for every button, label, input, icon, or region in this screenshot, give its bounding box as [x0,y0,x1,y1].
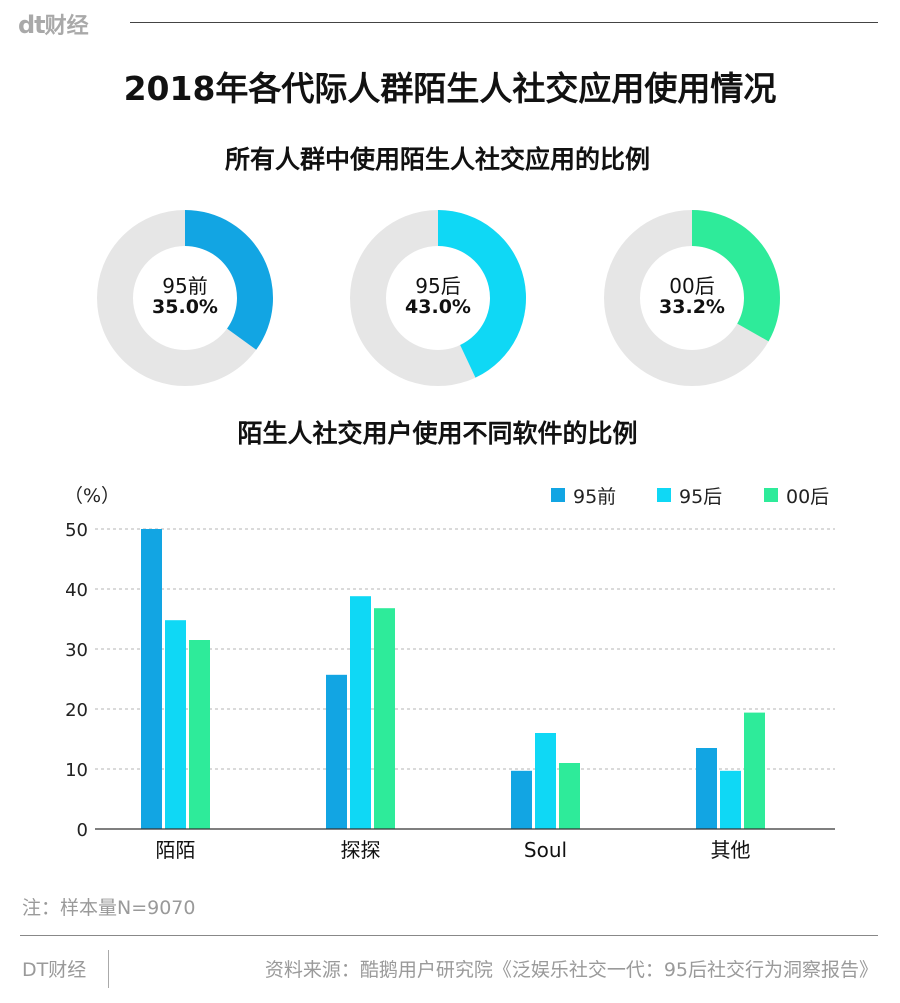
y-tick-label: 50 [65,520,88,541]
x-tick-label: 陌陌 [156,838,196,862]
logo-mark: dt [18,11,46,39]
bar [189,640,210,829]
page-title: 2018年各代际人群陌生人社交应用使用情况 [123,69,777,108]
legend-swatch [657,488,671,502]
donut-percent-label: 35.0% [152,296,218,318]
legend-swatch [551,488,565,502]
bar [141,529,162,829]
bar-chart: 0 10 20 30 40 50 陌陌 探探 Soul 其他 （%） 95前 95后 00后 [64,485,835,862]
footer-vertical-divider [108,950,109,988]
footer-divider [20,935,878,936]
bar [744,712,765,829]
y-tick-label: 20 [65,700,88,721]
y-axis-ticks: 0 10 20 30 40 50 [65,520,88,841]
y-tick-label: 0 [77,820,88,841]
bar [559,763,580,829]
y-tick-label: 10 [65,760,88,781]
legend-label: 95后 [679,486,722,508]
bars [141,529,765,829]
legend-label: 95前 [573,486,616,508]
logo-text: 财经 [44,14,89,39]
y-tick-label: 40 [65,580,88,601]
bar [511,770,532,829]
bar [720,770,741,829]
donut-slice [185,210,273,350]
x-tick-label: Soul [524,838,567,862]
footer-brand: DT财经 [22,959,87,981]
bar [165,620,186,829]
donut-generation-label: 95后 [415,274,461,298]
x-axis-labels: 陌陌 探探 Soul 其他 [156,838,751,862]
donut-chart-95-after: 95后 43.0% [348,208,528,388]
donut-svg [97,210,273,386]
brand-logo: dt财经 [18,8,89,40]
chart-legend: 95前 95后 00后 [551,486,829,508]
x-tick-label: 其他 [711,838,751,862]
donut-section-title: 所有人群中使用陌生人社交应用的比例 [224,145,650,174]
y-tick-label: 30 [65,640,88,661]
bar [326,674,347,829]
sample-note: 注：样本量N=9070 [22,897,196,919]
donut-chart-00-after: 00后 33.2% [602,208,782,388]
bar-section-title: 陌生人社交用户使用不同软件的比例 [237,419,638,448]
bar [350,596,371,829]
legend-label: 00后 [786,486,829,508]
donut-chart-95-before: 95前 35.0% [95,208,275,388]
bar [374,608,395,829]
bar [535,733,556,829]
donut-generation-label: 00后 [669,274,715,298]
donut-percent-label: 33.2% [659,296,725,318]
donut-percent-label: 43.0% [405,296,471,318]
y-axis-unit-label: （%） [64,485,120,507]
donut-slice [438,210,526,378]
data-source: 资料来源：酷鹅用户研究院《泛娱乐社交一代：95后社交行为洞察报告》 [264,959,878,981]
legend-swatch [764,488,778,502]
x-tick-label: 探探 [341,838,381,862]
donut-slice [692,210,780,342]
donut-svg [604,210,780,386]
header-divider [130,22,878,23]
donut-svg [350,210,526,386]
bar [696,748,717,829]
donut-generation-label: 95前 [162,274,208,298]
